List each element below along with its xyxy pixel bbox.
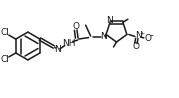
Text: N: N [54,44,61,54]
Text: N: N [100,32,107,41]
Text: Cl: Cl [0,28,9,37]
Text: O: O [72,22,79,31]
Text: NH: NH [62,39,76,48]
Text: O: O [132,42,139,51]
Text: O: O [144,34,151,43]
Text: N: N [136,31,142,40]
Text: N: N [106,16,112,25]
Text: Cl: Cl [0,55,9,64]
Text: +: + [139,31,144,36]
Text: –: – [149,31,153,40]
